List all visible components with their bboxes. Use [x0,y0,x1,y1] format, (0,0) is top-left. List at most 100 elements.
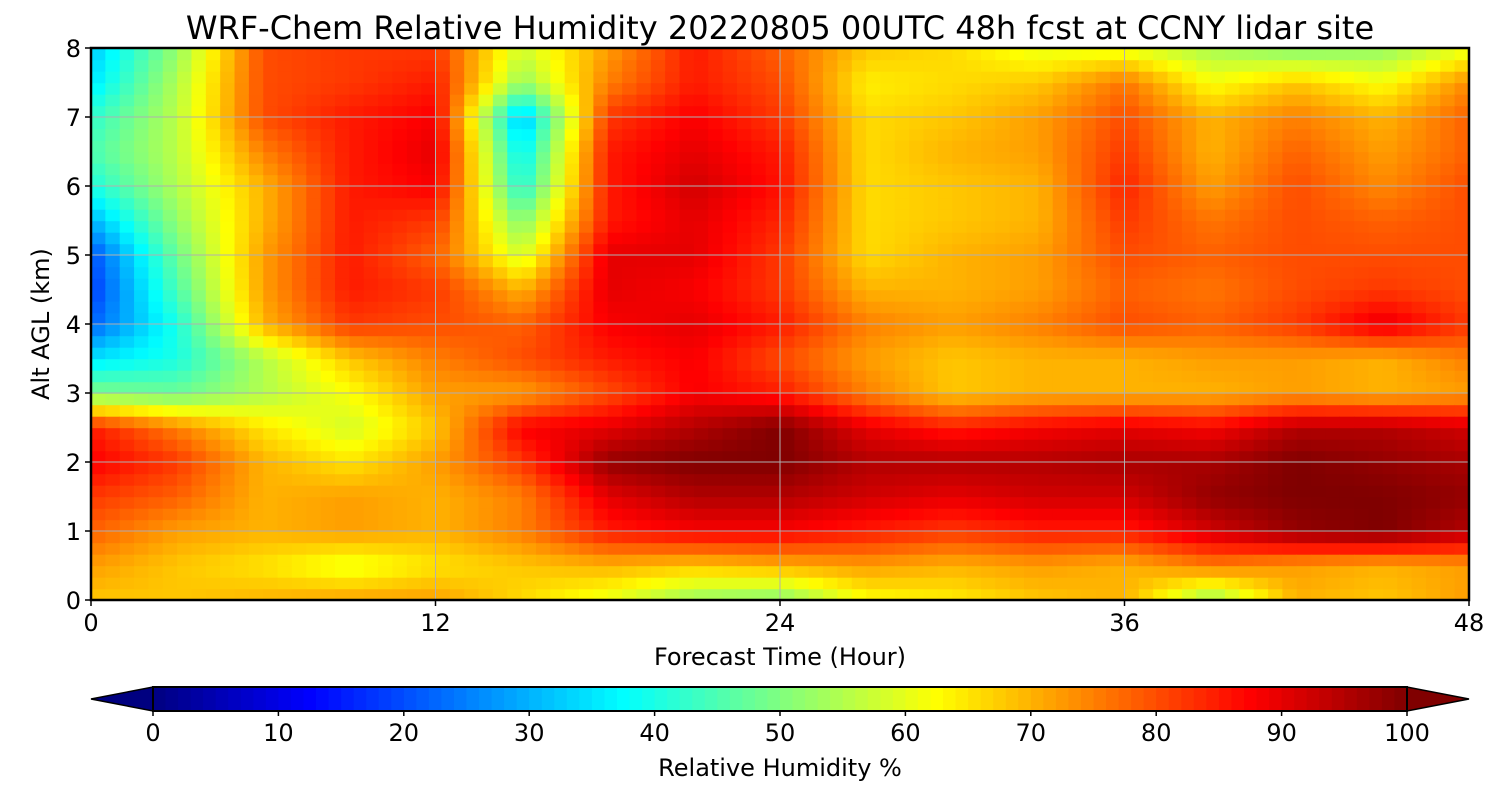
rh-cell [866,301,882,314]
rh-cell [1339,94,1355,107]
rh-cell [320,439,336,452]
rh-cell [277,117,293,130]
rh-cell [780,427,796,440]
rh-cell [349,427,365,440]
rh-cell [349,82,365,95]
rh-cell [1325,266,1341,279]
rh-cell [952,209,968,222]
rh-cell [952,404,968,417]
rh-cell [1253,496,1269,509]
rh-cell [378,542,394,555]
rh-cell [119,496,135,509]
rh-cell [277,151,293,164]
rh-cell [449,232,465,245]
rh-cell [535,232,552,245]
rh-cell [780,381,796,394]
rh-cell [1124,588,1140,600]
rh-cell [780,105,796,118]
rh-cell [550,243,566,256]
rh-cell [823,427,839,440]
rh-cell [392,577,408,590]
rh-cell [1124,508,1140,521]
rh-cell [1354,416,1370,429]
rh-cell [837,301,853,314]
rh-cell [808,531,824,544]
rh-cell [248,577,264,590]
rh-cell [636,232,652,245]
rh-cell [579,554,595,567]
rh-cell [794,105,810,118]
rh-cell [1411,519,1427,532]
rh-cell [894,324,910,337]
colorbar-tick-label: 30 [514,719,545,747]
rh-cell [1440,324,1456,337]
rh-cell [1425,335,1441,348]
rh-cell [823,255,839,268]
rh-cell [1038,71,1054,84]
rh-cell [1210,427,1226,440]
rh-cell [1440,347,1456,360]
rh-cell [1210,266,1226,279]
rh-cell [708,404,724,417]
rh-cell [1095,174,1111,187]
rh-cell [1167,485,1183,498]
rh-cell [464,439,480,452]
rh-cell [1052,577,1068,590]
rh-cell [823,588,839,600]
rh-cell [765,209,781,222]
rh-cell [937,370,953,383]
rh-cell [1167,370,1183,383]
rh-cell [693,301,709,314]
rh-cell [1354,94,1370,107]
rh-cell [406,370,422,383]
rh-cell [1239,243,1255,256]
rh-cell [966,347,982,360]
rh-cell [449,473,465,486]
rh-cell [1311,370,1327,383]
rh-cell [708,542,724,555]
rh-cell [966,128,982,141]
rh-cell [1024,289,1040,302]
rh-cell [421,347,437,360]
rh-cell [234,278,250,291]
rh-cell [880,197,896,210]
rh-cell [923,335,939,348]
rh-cell [1181,324,1197,337]
rh-cell [521,381,537,394]
rh-cell [1052,48,1068,61]
rh-cell [507,508,523,521]
rh-cell [263,220,279,233]
rh-cell [650,232,666,245]
rh-cell [636,266,652,279]
rh-cell [564,243,580,256]
rh-cell [880,186,896,199]
rh-cell [1411,439,1427,452]
rh-cell [894,140,910,153]
rh-cell [1196,71,1212,84]
rh-cell [1081,163,1097,176]
rh-cell [105,197,121,210]
rh-cell [1425,485,1441,498]
rh-cell [1181,220,1197,233]
rh-cell [277,347,293,360]
rh-cell [234,508,250,521]
rh-cell [306,151,322,164]
rh-cell [392,128,408,141]
rh-cell [1425,128,1441,141]
rh-cell [708,301,724,314]
rh-cell [665,416,681,429]
rh-cell [1440,439,1456,452]
rh-cell [464,577,480,590]
rh-cell [1024,496,1040,509]
rh-cell [1052,163,1068,176]
rh-cell [1425,347,1441,360]
rh-cell [1411,496,1427,509]
rh-cell [277,473,293,486]
rh-cell [1067,243,1083,256]
rh-cell [306,82,322,95]
rh-cell [1067,347,1083,360]
rh-cell [622,565,638,578]
rh-cell [248,588,264,600]
rh-cell [464,117,480,130]
rh-cell [1368,163,1384,176]
